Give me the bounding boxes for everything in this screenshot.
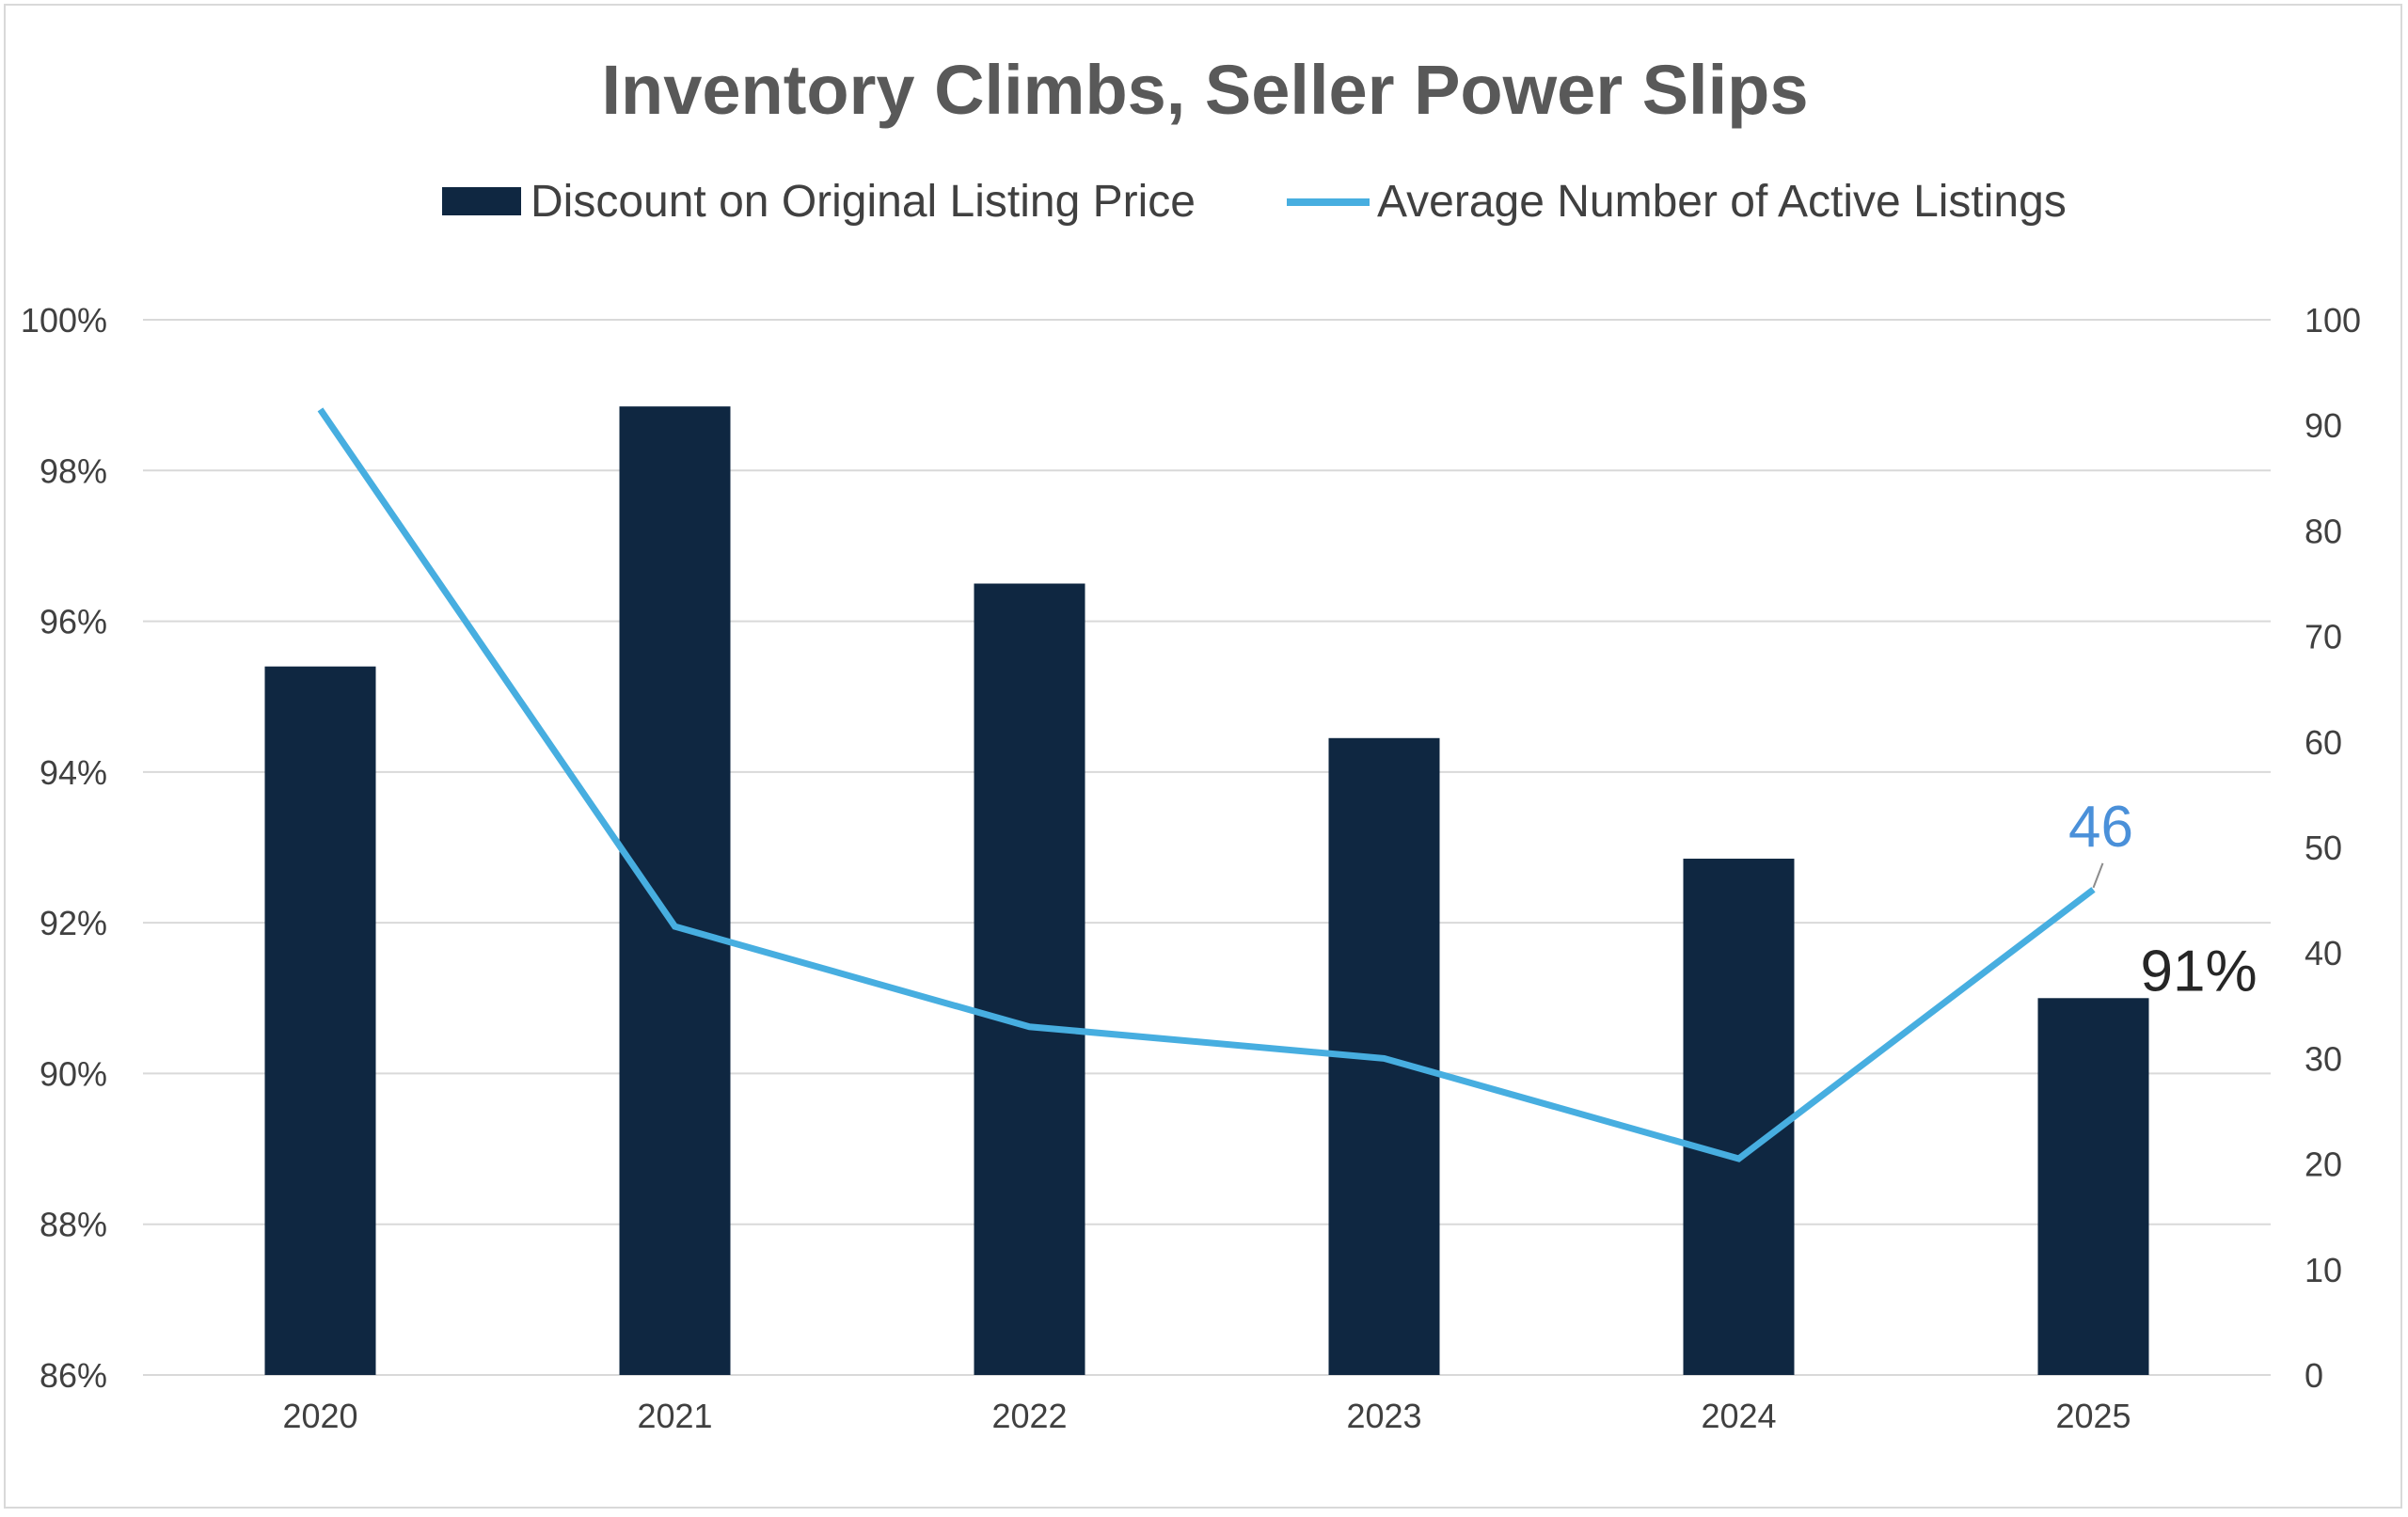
bar-2022 <box>974 583 1085 1375</box>
legend-line-label: Average Number of Active Listings <box>1377 177 2067 227</box>
x-tick-label: 2020 <box>282 1397 357 1435</box>
data-labels: 91% 46 <box>2068 795 2258 1003</box>
right-tick-label: 90 <box>2305 406 2342 445</box>
left-axis: 86% 88% 90% 92% 94% 96% 98% 100% <box>21 301 107 1395</box>
right-tick-label: 100 <box>2305 301 2361 340</box>
x-axis: 2020 2021 2022 2023 2024 2025 <box>282 1397 2131 1435</box>
right-axis: 0 10 20 30 40 50 60 70 80 90 100 <box>2305 301 2361 1395</box>
bar-2020 <box>264 666 376 1375</box>
left-tick-label: 100% <box>21 301 107 340</box>
bar-2025 <box>2037 998 2149 1375</box>
legend: Discount on Original Listing Price Avera… <box>442 177 2067 227</box>
right-tick-label: 60 <box>2305 723 2342 762</box>
chart-frame: Inventory Climbs, Seller Power Slips Dis… <box>4 4 2402 1509</box>
right-tick-label: 30 <box>2305 1039 2342 1078</box>
line-series <box>317 407 2096 1162</box>
x-tick-label: 2023 <box>1346 1397 1421 1435</box>
x-tick-label: 2021 <box>637 1397 712 1435</box>
right-tick-label: 0 <box>2305 1356 2323 1395</box>
right-tick-label: 50 <box>2305 829 2342 867</box>
line-data-label: 46 <box>2068 795 2133 860</box>
chart-title: Inventory Climbs, Seller Power Slips <box>601 51 1808 129</box>
left-tick-label: 94% <box>40 753 107 792</box>
right-tick-label: 10 <box>2305 1251 2342 1289</box>
left-tick-label: 86% <box>40 1356 107 1395</box>
right-tick-label: 40 <box>2305 934 2342 972</box>
x-tick-label: 2024 <box>1701 1397 1776 1435</box>
right-tick-label: 20 <box>2305 1146 2342 1184</box>
chart-svg: Inventory Climbs, Seller Power Slips Dis… <box>21 51 2361 1435</box>
right-tick-label: 80 <box>2305 512 2342 550</box>
left-tick-label: 96% <box>40 603 107 641</box>
legend-bar-label: Discount on Original Listing Price <box>531 177 1196 227</box>
legend-bar-swatch <box>442 187 521 215</box>
left-tick-label: 90% <box>40 1054 107 1093</box>
bar-2021 <box>619 406 731 1375</box>
line-active-listings <box>317 407 2096 1162</box>
line-label-leader <box>2092 862 2104 889</box>
bar-2024 <box>1683 859 1795 1375</box>
left-tick-label: 98% <box>40 451 107 490</box>
right-tick-label: 70 <box>2305 618 2342 656</box>
x-tick-label: 2022 <box>991 1397 1067 1435</box>
bar-data-label: 91% <box>2141 939 2258 1003</box>
gridlines <box>143 319 2271 1376</box>
x-tick-label: 2025 <box>2055 1397 2131 1435</box>
left-tick-label: 92% <box>40 904 107 942</box>
bar-series <box>264 406 2149 1375</box>
left-tick-label: 88% <box>40 1206 107 1244</box>
